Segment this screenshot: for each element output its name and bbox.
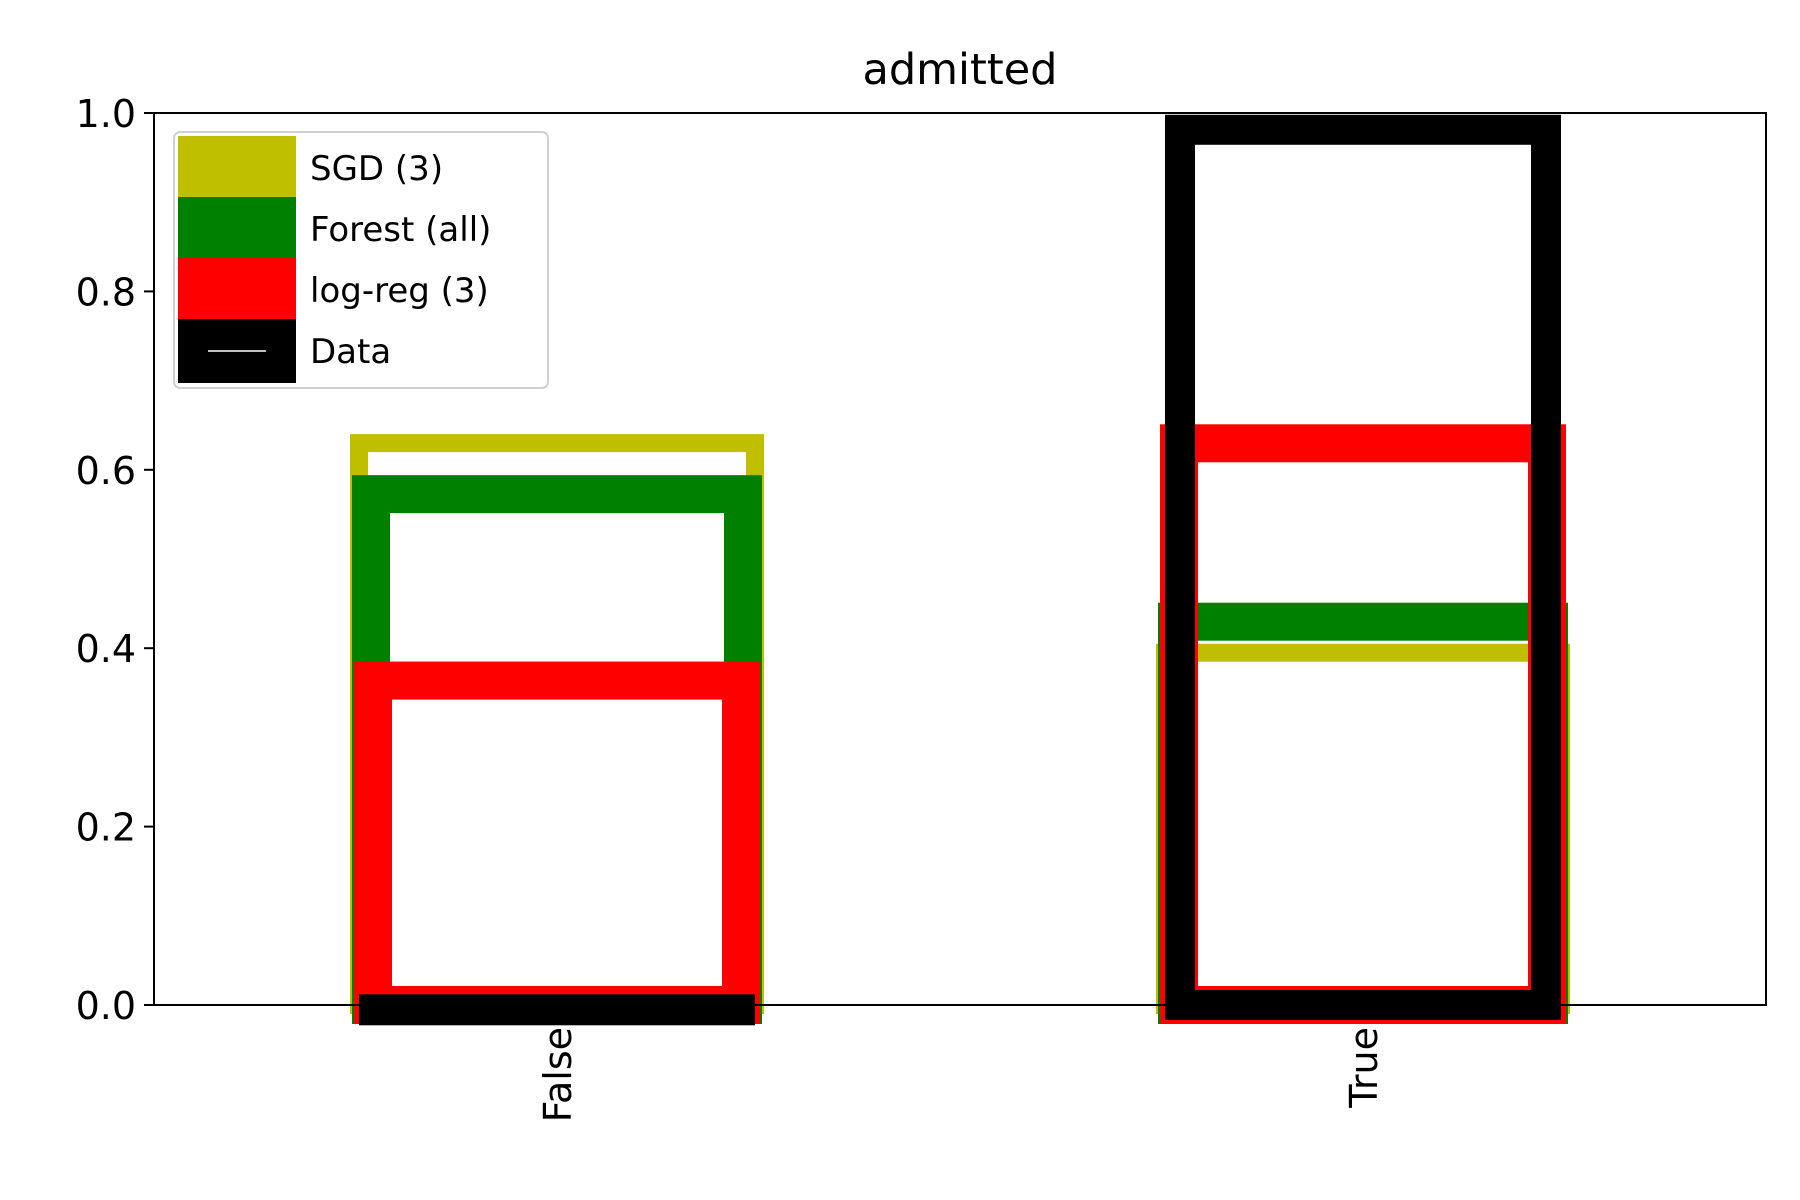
legend: SGD (3) Forest (all) log-reg (3) Data xyxy=(173,131,549,389)
legend-swatch-log-reg-3 xyxy=(178,258,296,322)
y-tick-label: 0.2 xyxy=(76,806,136,850)
y-tick-label: 0.0 xyxy=(76,984,136,1028)
axes-layer: 0.0 0.2 0.4 0.6 0.8 1.0 False True xyxy=(76,92,1386,1122)
legend-label-sgd-3: SGD (3) xyxy=(310,149,443,189)
y-tick-label: 0.8 xyxy=(76,270,136,314)
chart-title: admitted xyxy=(863,45,1058,95)
x-tick-label: False xyxy=(536,1027,580,1122)
legend-label-log-reg-3: log-reg (3) xyxy=(310,271,489,311)
y-tick-label: 0.4 xyxy=(76,627,136,671)
legend-label-forest-all: Forest (all) xyxy=(310,210,491,250)
x-tick-label: True xyxy=(1342,1027,1386,1109)
y-tick-label: 1.0 xyxy=(76,92,136,136)
y-tick-label: 0.6 xyxy=(76,449,136,493)
plot-frame xyxy=(153,112,1767,1006)
legend-label-data: Data xyxy=(310,332,391,372)
legend-swatch-forest-all xyxy=(178,197,296,261)
legend-swatch-sgd-3 xyxy=(178,136,296,200)
